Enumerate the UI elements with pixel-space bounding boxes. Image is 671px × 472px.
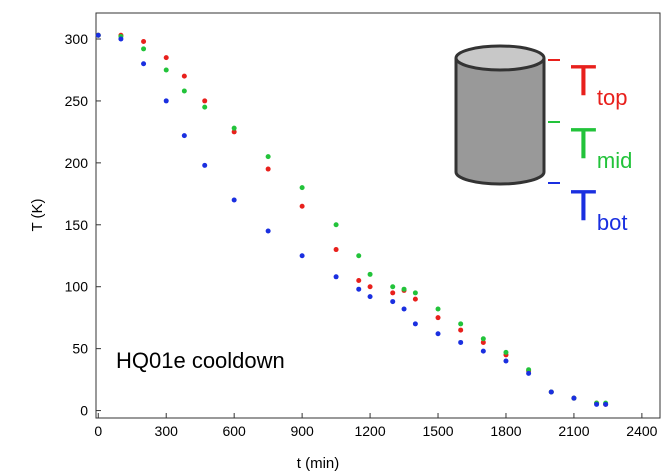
x-tick-label: 1800 [490,423,521,439]
x-tick-label: 1200 [354,423,385,439]
data-point [480,339,486,345]
data-point [526,367,532,373]
data-point [333,222,339,228]
data-point [503,358,509,364]
data-point [603,401,609,407]
data-point [95,32,101,38]
x-tick-label: 0 [94,423,102,439]
data-point [480,348,486,354]
y-tick-label: 250 [65,93,89,109]
data-point [458,339,464,345]
data-point [503,349,509,355]
x-tick-label: 1500 [422,423,453,439]
data-point [202,98,208,104]
legend-symbol: T [570,181,597,230]
x-tick-label: 300 [155,423,179,439]
y-tick-label: 50 [72,341,88,357]
data-point [202,104,208,110]
data-point [356,253,362,259]
data-point [299,253,305,259]
data-point [265,166,271,172]
legend-label: Tmid [570,119,632,173]
data-point [141,38,147,44]
x-axis-label: t (min) [297,455,340,472]
legend-symbol: T [570,119,597,168]
data-point [265,228,271,234]
x-tick-label: 600 [222,423,246,439]
data-point [412,290,418,296]
data-point [231,129,237,135]
data-point [356,278,362,284]
y-axis-label: T (K) [29,198,46,231]
data-point [141,61,147,67]
data-point [458,327,464,333]
y-tick-label: 100 [65,279,89,295]
legend-subscript: mid [597,148,632,173]
data-point [412,296,418,302]
data-point [526,370,532,376]
data-point [367,284,373,290]
y-tick-label: 0 [80,403,88,419]
data-point [571,395,577,401]
data-point [181,133,187,139]
data-point [202,162,208,168]
y-tick-label: 150 [65,217,89,233]
data-point [181,88,187,94]
data-point [390,299,396,305]
data-point [181,73,187,79]
data-point [401,286,407,292]
plot-frame [95,12,661,419]
data-point [299,203,305,209]
legend-symbol: T [570,56,597,105]
x-tick-label: 2100 [558,423,589,439]
data-point [548,389,554,395]
data-point [163,98,169,104]
data-point [231,125,237,131]
data-point [480,336,486,342]
x-tick-label: 2400 [626,423,657,439]
data-point [390,284,396,290]
legend-cylinder [454,44,546,186]
legend-subscript: top [597,85,628,110]
data-point [141,46,147,52]
data-point [299,185,305,191]
data-point [412,321,418,327]
data-point [367,294,373,300]
data-point [435,306,441,312]
data-point [163,67,169,73]
data-point [401,306,407,312]
x-tick-label: 900 [290,423,314,439]
y-tick-label: 300 [65,31,89,47]
data-point [435,315,441,321]
legend-subscript: bot [597,210,628,235]
data-point [118,36,124,42]
data-point [333,247,339,253]
data-point [435,331,441,337]
annotation: HQ01e cooldown [116,348,285,373]
y-tick-label: 200 [65,155,89,171]
data-point [163,55,169,61]
data-point [367,271,373,277]
data-point [356,286,362,292]
legend-label: Tbot [570,181,627,235]
data-point [333,274,339,280]
legend-label: Ttop [570,56,627,110]
data-point [458,321,464,327]
data-point [265,154,271,160]
data-point [390,290,396,296]
data-point [231,197,237,203]
data-point [594,401,600,407]
